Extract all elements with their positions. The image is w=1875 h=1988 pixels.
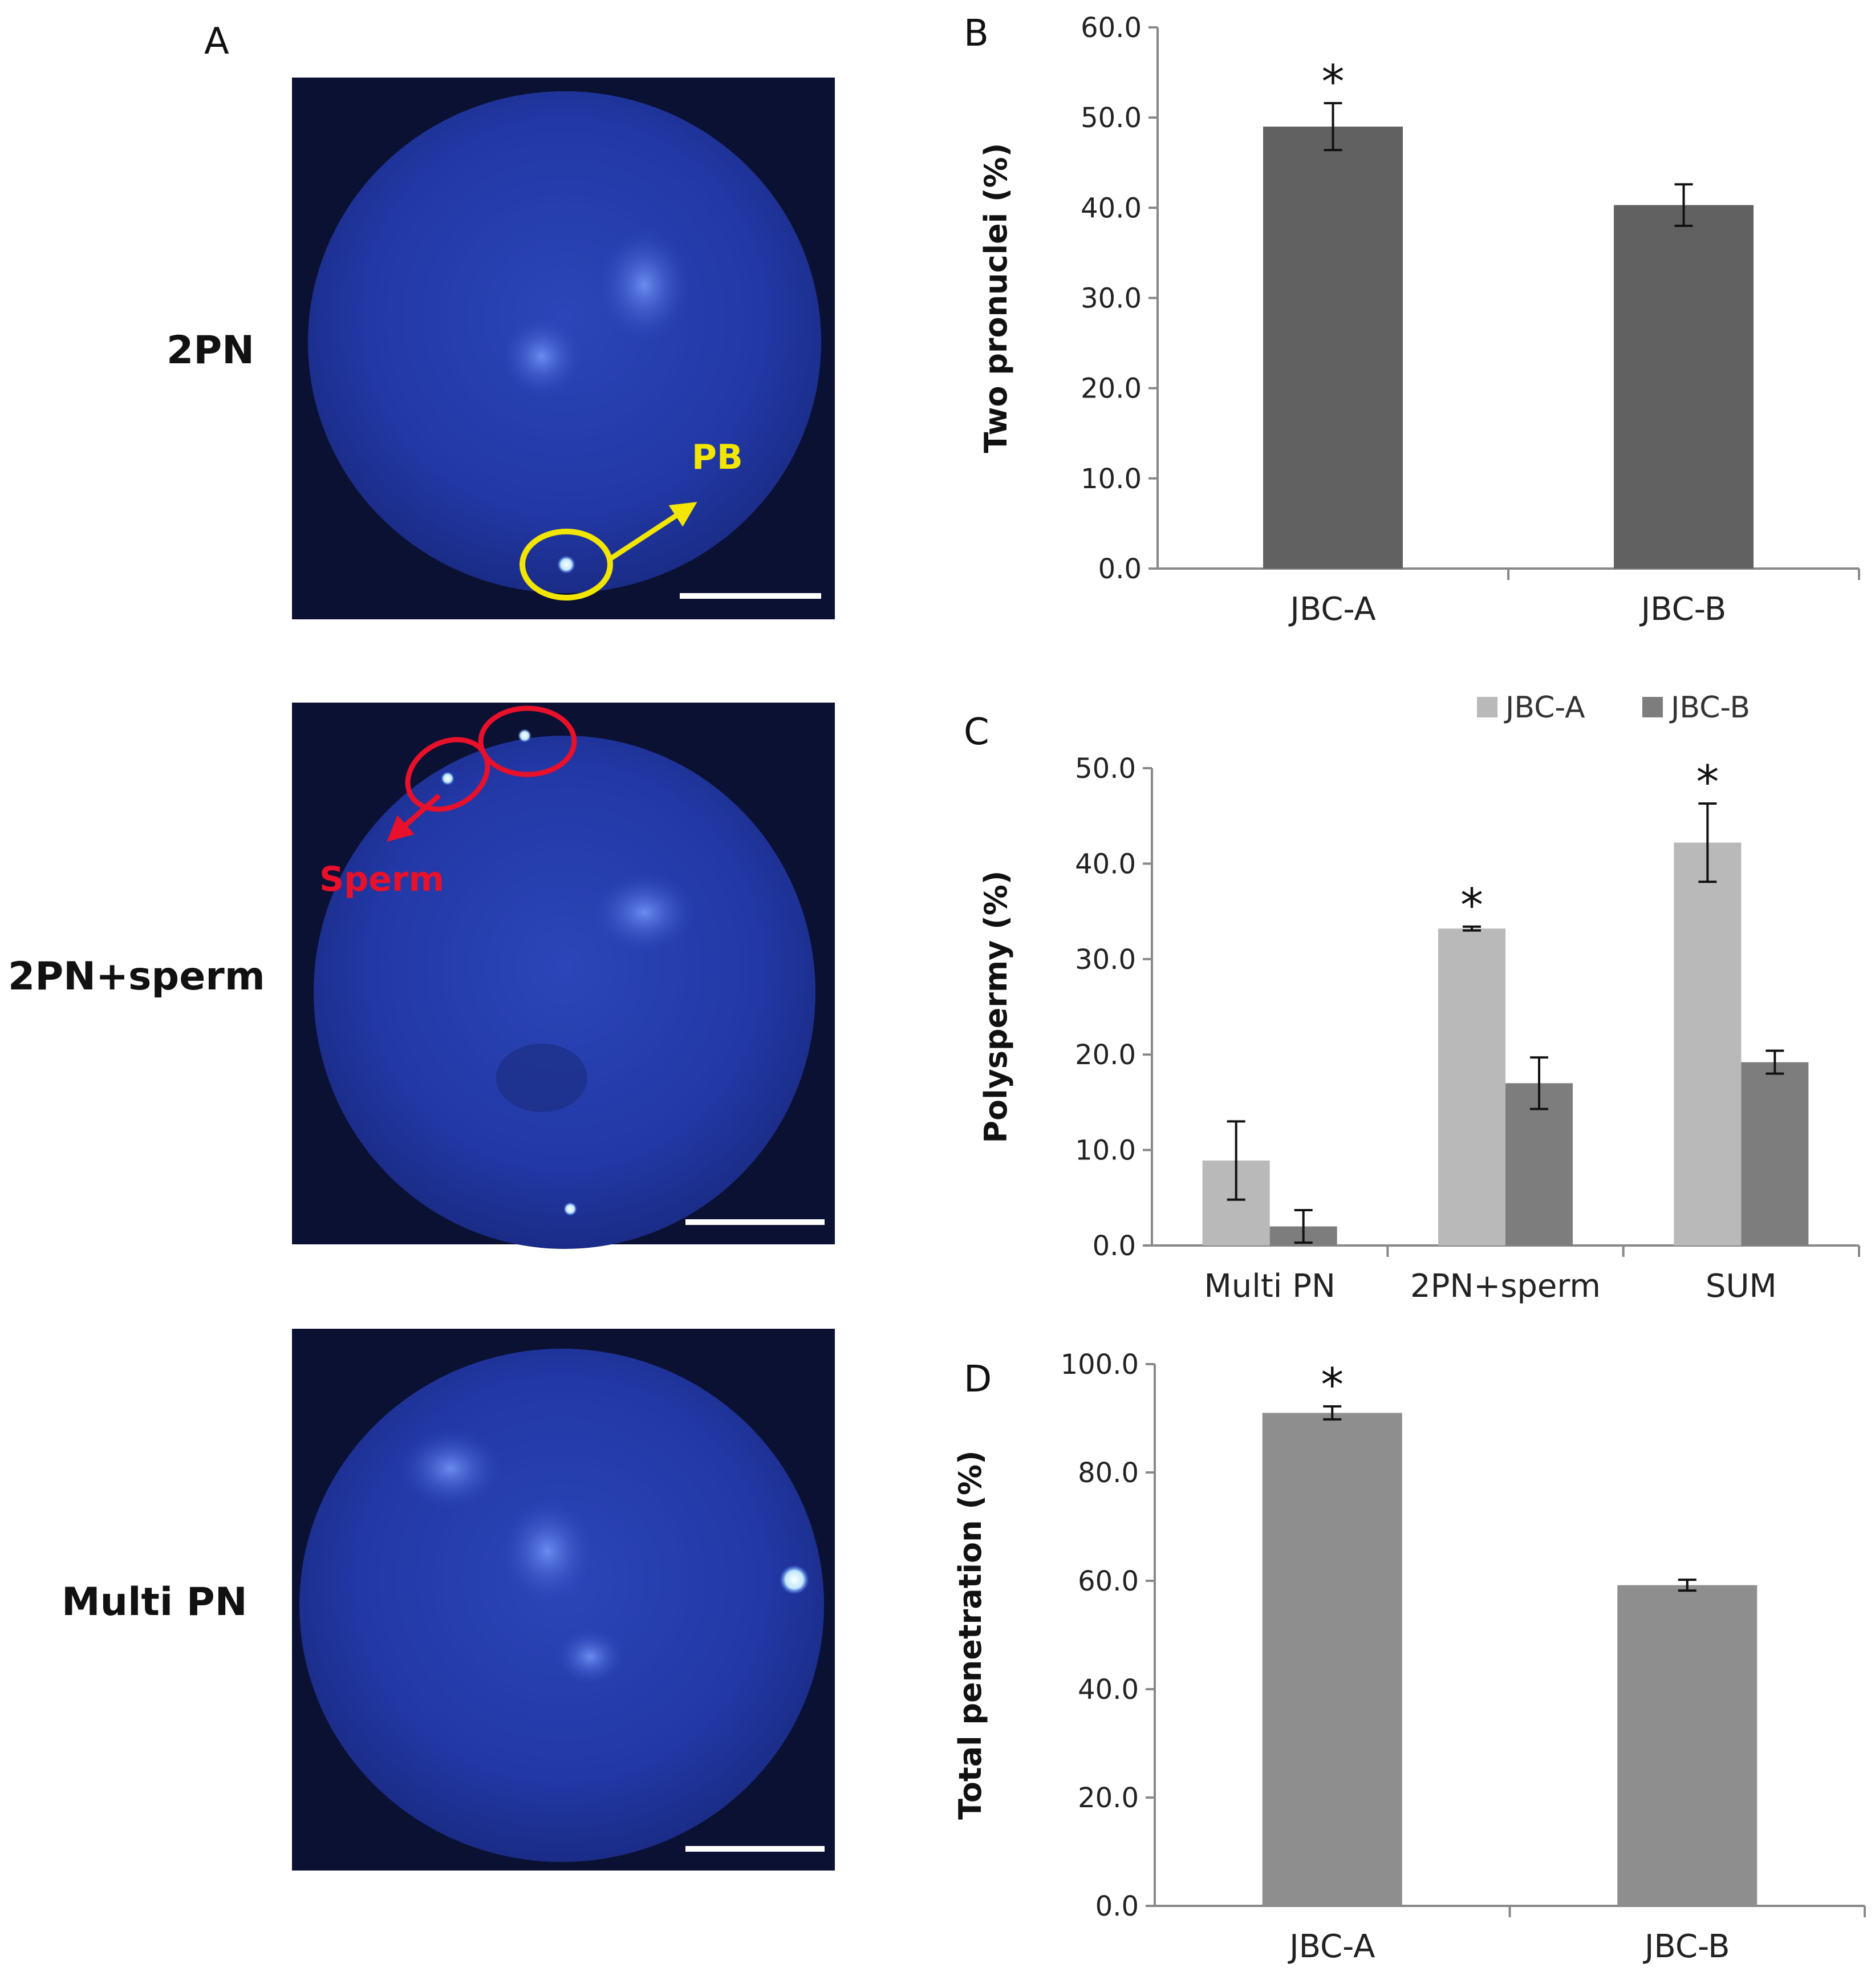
sperm-head	[441, 772, 454, 785]
y-tick-label: 0.0	[1095, 1890, 1139, 1922]
y-tick-label: 20.0	[1081, 373, 1142, 405]
y-tick-label: 60.0	[1081, 12, 1142, 44]
y-axis-label: Two pronuclei (%)	[978, 143, 1014, 453]
bar	[1438, 928, 1505, 1245]
bar	[1505, 1083, 1573, 1245]
panel-letter: B	[964, 13, 989, 55]
panel-letter: C	[964, 711, 989, 753]
y-tick-label: 20.0	[1078, 1782, 1139, 1814]
panel-a-letter: A	[204, 21, 229, 63]
y-tick-label: 100.0	[1061, 1349, 1139, 1381]
legend-label: JBC-B	[1669, 691, 1750, 725]
x-category-label: Multi PN	[1204, 1268, 1335, 1305]
pronucleus	[593, 873, 696, 952]
chart-panel-d: D 0.0 20.0 40.0 60.0 80.0 100.0 Total penetrati…	[952, 1349, 1866, 1965]
bar	[1262, 1413, 1402, 1906]
y-axis-label: Polyspermy (%)	[978, 870, 1014, 1143]
y-tick-label: 10.0	[1081, 463, 1142, 495]
significance-marker: *	[1460, 879, 1483, 932]
y-tick-label: 30.0	[1075, 944, 1136, 976]
micrograph-2pn: PB 2PN	[167, 78, 835, 619]
pronucleus	[502, 1500, 593, 1602]
y-tick-label: 50.0	[1081, 102, 1142, 134]
pb-circle-marker	[520, 529, 613, 601]
pb-label: PB	[692, 437, 743, 477]
y-tick-label: 40.0	[1081, 192, 1142, 224]
bar	[1674, 842, 1742, 1245]
y-tick-label: 40.0	[1078, 1674, 1139, 1706]
chart-panel-b: B 0.0 10.0 20.0 30.0 40.0 50.0 60.0 Two pronucle…	[964, 12, 1860, 628]
sperm-head	[518, 729, 531, 743]
sperm-arrow	[387, 793, 441, 842]
row-label-2pn-sperm: 2PN+sperm	[8, 954, 265, 999]
significance-marker: *	[1696, 756, 1719, 809]
pb-arrow	[608, 502, 697, 561]
legend-swatch	[1477, 697, 1497, 717]
scale-bar	[685, 1219, 825, 1225]
y-tick-label: 0.0	[1093, 1230, 1136, 1262]
micrograph-multi-pn: Multi PN	[62, 1329, 835, 1871]
x-category-label: JBC-A	[1288, 1928, 1375, 1965]
scale-bar	[680, 593, 821, 599]
pronucleus	[556, 1628, 624, 1685]
y-tick-label: 50.0	[1075, 753, 1136, 785]
scale-bar	[685, 1846, 825, 1852]
bar	[1741, 1062, 1809, 1245]
pronucleus	[496, 1044, 587, 1112]
y-tick-label: 10.0	[1075, 1135, 1136, 1167]
y-tick-label: 0.0	[1098, 553, 1142, 585]
micrograph-2pn-sperm: Sperm 2PN+sperm	[8, 703, 835, 1249]
y-tick-label: 80.0	[1078, 1457, 1139, 1489]
sperm-circle-marker	[478, 705, 577, 777]
x-category-label: JBC-B	[1639, 591, 1727, 628]
panel-letter: D	[964, 1358, 992, 1401]
pronucleus	[502, 317, 582, 396]
bar	[1617, 1585, 1758, 1906]
significance-marker: *	[1322, 55, 1345, 108]
x-category-label: 2PN+sperm	[1410, 1268, 1601, 1305]
x-category-label: JBC-B	[1643, 1928, 1730, 1965]
pronucleus	[599, 228, 690, 342]
y-tick-label: 30.0	[1081, 283, 1142, 315]
polar-body	[563, 1202, 577, 1216]
bar	[1263, 126, 1403, 569]
y-tick-label: 20.0	[1075, 1039, 1136, 1071]
row-label-2pn: 2PN	[167, 328, 254, 373]
y-axis-label: Total penetration (%)	[952, 1450, 988, 1820]
significance-marker: *	[1321, 1358, 1344, 1411]
polar-body	[557, 555, 575, 574]
x-category-label: JBC-A	[1288, 591, 1375, 628]
legend-label: JBC-A	[1504, 691, 1585, 725]
panel-a: A PB 2PN Sperm 2PN+sperm	[8, 21, 835, 1871]
oocyte	[314, 736, 815, 1249]
bar	[1614, 205, 1754, 569]
sperm-label: Sperm	[319, 859, 444, 899]
chart-panel-c: C 0.0 10.0 20.0 30.0 40.0 50.0 Polyspermy (%) Mu…	[964, 691, 1860, 1305]
x-category-label: SUM	[1706, 1268, 1777, 1305]
legend-swatch	[1642, 697, 1663, 717]
y-tick-label: 60.0	[1078, 1565, 1139, 1597]
y-tick-label: 40.0	[1075, 848, 1136, 880]
row-label-multi-pn: Multi PN	[62, 1580, 247, 1625]
polar-body	[780, 1565, 809, 1595]
pronucleus	[399, 1429, 502, 1508]
